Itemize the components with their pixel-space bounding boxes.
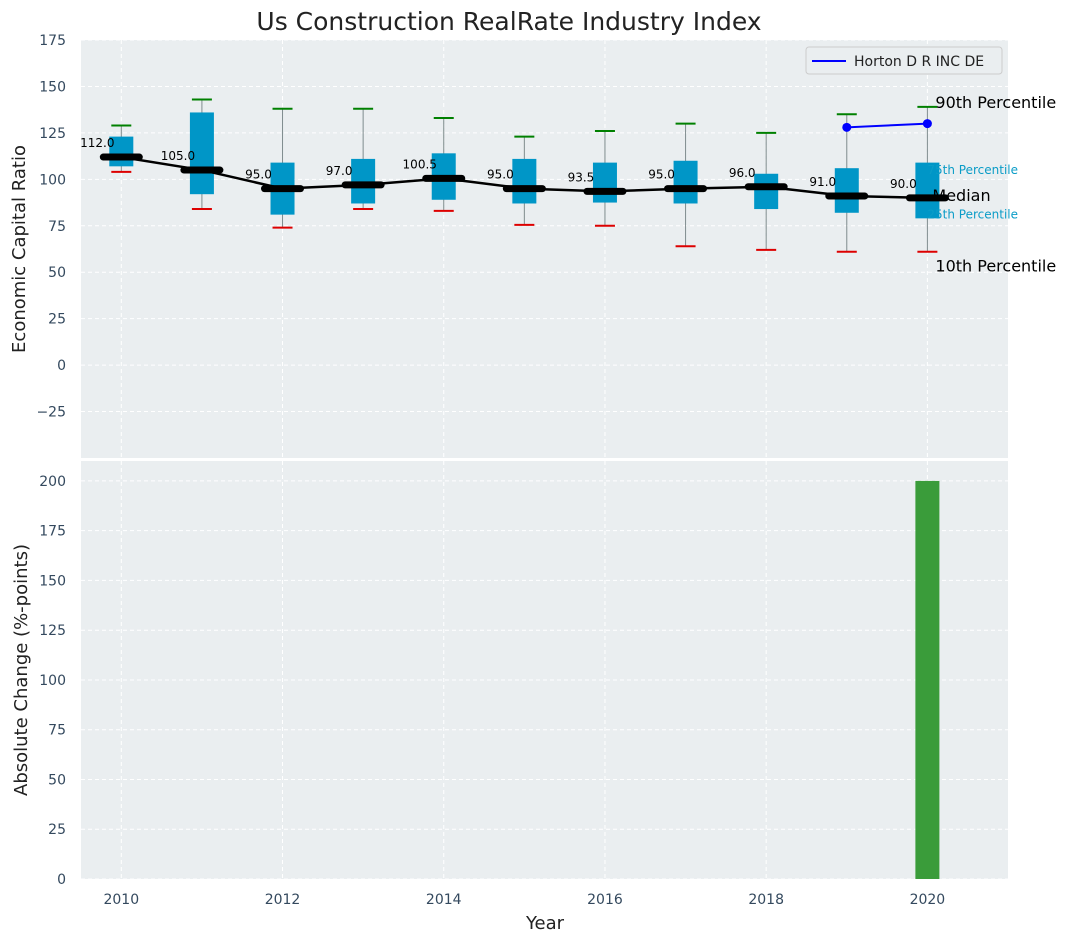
iqr-box [351,158,376,204]
x-tick-label: 2020 [910,892,946,908]
x-ticks: 2010 2012 2014 2016 2018 2020 [103,892,945,908]
annotation-p90: 90th Percentile [935,93,1056,112]
median-value-label: 90.0 [890,177,917,191]
iqr-box [754,173,779,210]
series-point-horton [842,122,852,132]
series-point-horton [922,119,932,129]
bottom-y-tick-label: 25 [48,822,66,838]
top-y-tick-label: −25 [36,405,66,421]
x-tick-label: 2010 [103,892,139,908]
legend-label-horton: Horton D R INC DE [854,54,984,70]
bottom-panel-y-ticks: 0 25 50 75 100 125 150 175 200 [39,474,66,888]
median-value-label: 100.5 [403,157,437,171]
bottom-y-axis-label: Absolute Change (%-points) [11,544,32,796]
median-value-label: 105.0 [161,149,195,163]
top-y-tick-label: 25 [48,312,66,328]
median-value-label: 95.0 [648,168,675,182]
x-tick-label: 2016 [587,892,623,908]
top-y-tick-label: 75 [48,219,66,235]
bottom-y-tick-label: 150 [39,573,66,589]
x-tick-label: 2014 [426,892,462,908]
x-tick-label: 2012 [265,892,301,908]
bar-series [915,480,940,879]
box-plot: 112.0 105.0 95.0 97.0 100.5 95.0 93.5 95.0 96.0 9… [80,98,949,253]
x-tick-label: 2018 [748,892,784,908]
bottom-y-tick-label: 175 [39,524,66,540]
bottom-y-tick-label: 200 [39,474,66,490]
top-panel-y-ticks: −25 0 25 50 75 100 125 150 175 [36,33,66,421]
bottom-panel-grid [81,461,1008,880]
iqr-box [915,162,940,219]
annotation-q1: 25th Percentile [927,208,1018,222]
top-y-tick-label: 125 [39,126,66,142]
x-axis-label: Year [525,913,565,934]
legend-box [805,46,1003,75]
top-y-tick-label: 0 [57,358,66,374]
percentile-annotations: 90th Percentile 75th Percentile Median 25th… [927,93,1056,276]
chart-title: Us Construction RealRate Industry Index [256,7,761,36]
annotation-median: Median [932,186,990,205]
bottom-y-tick-label: 75 [48,723,66,739]
bottom-panel-background [81,461,1008,879]
iqr-box [109,136,134,167]
median-value-label: 95.0 [245,168,272,182]
top-y-axis-label: Economic Capital Ratio [9,145,30,353]
bottom-y-tick-label: 50 [48,772,66,788]
annotation-p10: 10th Percentile [935,257,1056,276]
top-y-tick-label: 175 [39,33,66,49]
top-y-tick-label: 150 [39,79,66,95]
median-value-label: 91.0 [809,175,836,189]
series-line-horton [846,122,928,129]
top-panel-grid [81,39,1008,458]
change-bar [915,480,940,879]
median-value-label: 95.0 [487,168,514,182]
bottom-y-tick-label: 100 [39,673,66,689]
annotation-q3: 75th Percentile [927,163,1018,177]
iqr-box [673,160,698,204]
top-panel-background [81,40,1008,458]
median-value-label: 93.5 [568,170,595,184]
iqr-box [834,168,859,213]
top-y-tick-label: 100 [39,172,66,188]
median-value-label: 97.0 [326,164,353,178]
iqr-box [512,158,537,204]
iqr-box [189,112,214,195]
median-value-label: 112.0 [80,136,114,150]
bottom-y-tick-label: 0 [57,872,66,888]
bottom-y-tick-label: 125 [39,623,66,639]
iqr-box [592,162,617,203]
top-y-tick-label: 50 [48,265,66,281]
median-value-label: 96.0 [729,166,756,180]
legend: Horton D R INC DE [805,46,1003,75]
